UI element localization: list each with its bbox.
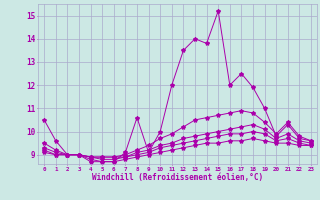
X-axis label: Windchill (Refroidissement éolien,°C): Windchill (Refroidissement éolien,°C) [92, 173, 263, 182]
